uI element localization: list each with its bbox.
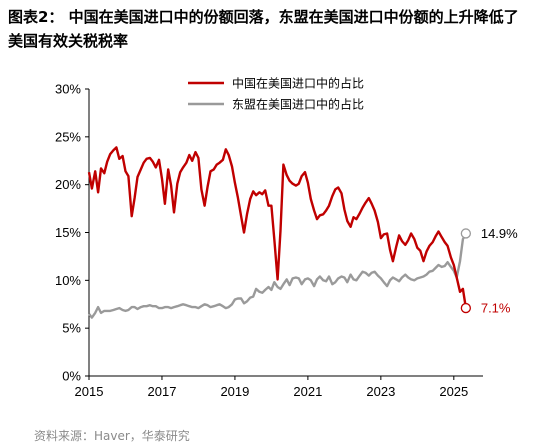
legend-label: 东盟在美国进口中的占比 [232,97,364,112]
china-end-marker [460,302,472,314]
y-tick-label: 30% [55,82,81,97]
y-tick-label: 15% [55,225,81,240]
chart-title: 图表2： 中国在美国进口中的份额回落，东盟在美国进口中份额的上升降低了美国有效关… [8,8,519,50]
x-tick-label: 2017 [148,384,177,399]
asean-end-marker [460,228,472,239]
x-tick-label: 2021 [293,384,322,399]
x-tick-label: 2025 [439,384,468,399]
y-tick-label: 0% [62,369,81,384]
china-end-label: 7.1% [481,301,511,316]
asean-share-line [88,232,467,319]
y-tick-label: 25% [55,129,81,144]
y-tick-label: 5% [62,321,81,336]
source-note: 资料来源：Haver，华泰研究 [34,429,190,443]
y-tick-label: 20% [55,177,81,192]
x-tick-label: 2015 [75,384,104,399]
china-share-line [87,146,468,309]
x-tick-label: 2019 [220,384,249,399]
y-tick-label: 10% [55,273,81,288]
legend-label: 中国在美国进口中的占比 [232,76,364,91]
asean-end-label: 14.9% [481,226,518,241]
x-tick-label: 2023 [366,384,395,399]
